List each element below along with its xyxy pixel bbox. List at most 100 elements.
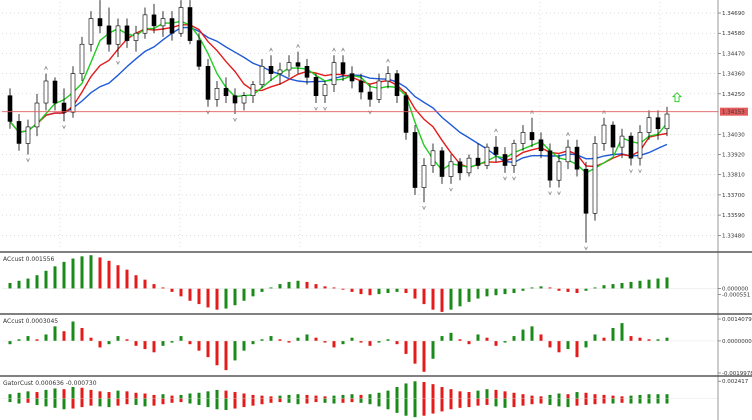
gator-lower-bar [269, 398, 273, 403]
candle-body [232, 95, 238, 104]
histogram-bar [557, 288, 561, 291]
candle [205, 58, 211, 107]
gator-upper-bar [242, 393, 246, 399]
fractal-up-marker [530, 109, 534, 114]
candle [457, 158, 463, 181]
gator-lower-bar [440, 398, 444, 412]
histogram-bar [530, 287, 534, 289]
gator-upper-bar [62, 389, 66, 399]
candle-body [241, 95, 247, 104]
fractal-up-marker [494, 128, 498, 133]
candle [52, 77, 58, 111]
gator-lower-bar [152, 398, 156, 406]
gator-lower-bar [593, 398, 597, 405]
histogram-bar [521, 329, 525, 341]
gator-lower-bar [44, 398, 48, 407]
gator-upper-bar [233, 392, 237, 399]
gator-lower-bar [395, 398, 399, 413]
price-axis-label: 1.34030 [722, 132, 745, 138]
candle-body [439, 150, 445, 177]
ac-oscillator-pane-1[interactable]: ACcust 0.001556 0.000000-0.000551 [0, 251, 752, 312]
histogram-bar [98, 340, 102, 348]
histogram-bar [170, 288, 174, 292]
candle-body [160, 18, 166, 27]
histogram-bar [566, 340, 570, 350]
gator-lower-bar [422, 398, 426, 416]
candle [70, 66, 76, 118]
gator-lower-bar [62, 398, 66, 410]
price-axis-label: 1.33590 [722, 213, 745, 219]
gator-lower-bar [197, 398, 201, 405]
fractal-down-marker [638, 169, 642, 174]
histogram-bar [260, 339, 264, 341]
histogram-bar [98, 257, 102, 289]
gator-oscillator-pane[interactable]: GatorCust 0.000636 -0.000730 0.002417 [0, 375, 752, 418]
histogram-bar [215, 288, 219, 310]
histogram-bar [44, 334, 48, 341]
histogram-bar [602, 337, 606, 341]
fractal-down-marker [26, 158, 30, 163]
histogram-bar [296, 280, 300, 289]
histogram-bar [116, 265, 120, 289]
ac-oscillator-pane-2[interactable]: ACcust 0.0003045 0.0014079 0.0000000 -0.001… [0, 313, 752, 377]
gator-lower-bar [656, 398, 660, 404]
candle-body [583, 168, 589, 214]
candle [61, 88, 67, 122]
fractal-down-marker [548, 191, 552, 196]
candle-body [385, 73, 391, 82]
candle-body [367, 91, 373, 100]
candle [169, 11, 175, 41]
gator-upper-bar [17, 392, 21, 399]
candle [151, 3, 157, 34]
histogram-bar [71, 258, 75, 289]
gator-upper-bar [152, 394, 156, 399]
candle-body [25, 126, 31, 144]
indicator-axis-label: -0.000551 [722, 293, 750, 299]
candle-body [538, 139, 544, 152]
fractal-down-marker [512, 176, 516, 181]
candle-body [484, 146, 490, 166]
gator-upper-bar [314, 395, 318, 399]
histogram-bar [548, 287, 552, 289]
fractal-up-marker [296, 43, 300, 48]
gator-lower-bar [665, 398, 669, 404]
histogram-bar [341, 288, 345, 290]
candle-body [412, 132, 418, 188]
fractal-down-marker [629, 169, 633, 174]
fractal-down-marker [323, 106, 327, 111]
histogram-bar [404, 288, 408, 293]
gator-upper-bar [305, 394, 309, 399]
fractal-down-marker [557, 191, 561, 196]
candle-body [349, 73, 355, 82]
histogram-bar [503, 288, 507, 295]
gator-lower-bar [35, 398, 39, 405]
candle-body [286, 62, 292, 71]
gator-upper-bar [296, 394, 300, 399]
histogram-bar [143, 340, 147, 350]
histogram-bar [647, 339, 651, 341]
fractal-up-marker [332, 47, 336, 52]
histogram-bar [557, 340, 561, 353]
histogram-bar [80, 327, 84, 341]
gator-lower-bar [368, 398, 372, 405]
histogram-bar [251, 288, 255, 297]
candle-body [205, 65, 211, 100]
candle [115, 18, 121, 58]
candle-body [223, 88, 229, 96]
histogram-bar [53, 326, 57, 341]
histogram-bar [17, 280, 21, 289]
price-pane[interactable]: 1.34690 1.34580 1.34470 1.34360 1.34250 1.340… [2, 0, 748, 251]
candle-body [196, 40, 202, 67]
candle [511, 139, 517, 173]
gator-lower-bar [215, 398, 219, 410]
histogram-bar [485, 288, 489, 297]
candle [358, 73, 364, 100]
gator-lower-bar [233, 398, 237, 409]
histogram-bar [296, 337, 300, 341]
candle-body [331, 62, 337, 85]
indicator-axis-label: 0.000000 [722, 287, 749, 293]
gator-lower-bar [251, 398, 255, 406]
histogram-bar [197, 340, 201, 351]
gator-upper-bar [188, 393, 192, 399]
